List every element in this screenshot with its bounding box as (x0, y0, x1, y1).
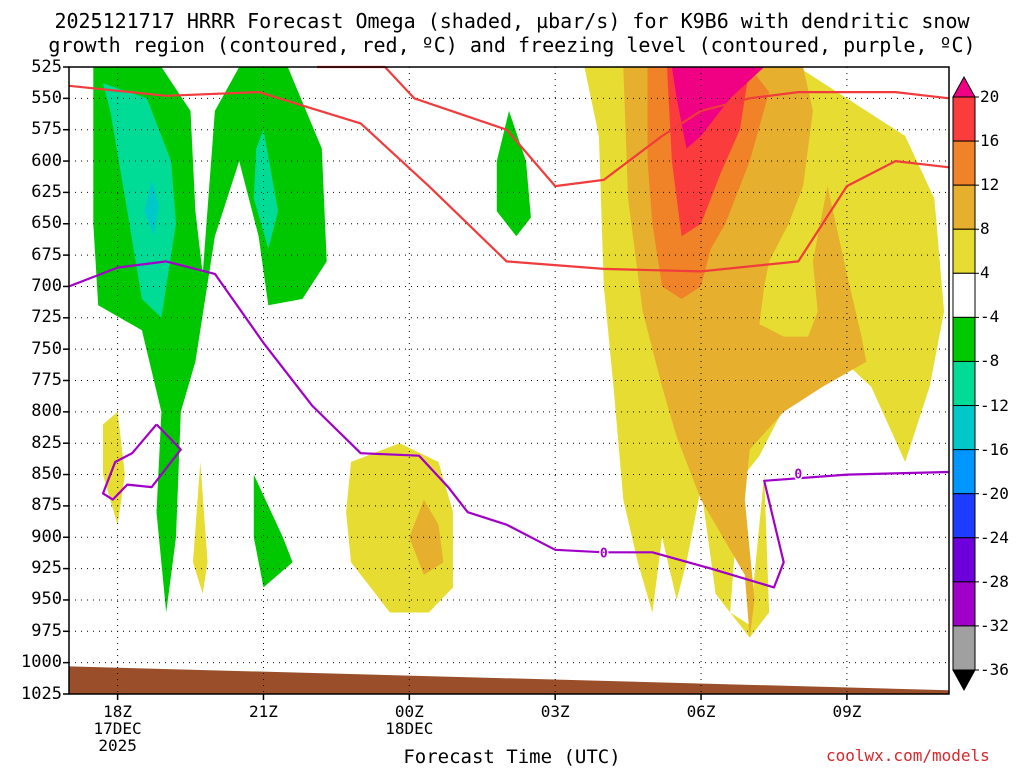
x-tick-label-line: 00Z (394, 702, 424, 721)
y-tick-label: 550 (31, 87, 62, 108)
colorbar-bin (952, 581, 976, 627)
x-tick-label: 18Z 17DEC 2025 (73, 703, 163, 754)
omega-region-7-0 (671, 67, 765, 149)
chart-title-line-2: growth region (contoured, red, ºC) and f… (48, 33, 976, 57)
colorbar-bin (952, 537, 976, 583)
y-tick-label: 725 (31, 307, 62, 328)
omega-region-3-1 (103, 411, 125, 525)
contour-10 (68, 260, 950, 589)
y-tick-label: 750 (31, 338, 62, 359)
y-tick-label: 1000 (21, 652, 62, 673)
x-tick-label: 06Z (656, 703, 746, 720)
y-tick-label: 575 (31, 119, 62, 140)
colorbar-bin (952, 316, 976, 362)
omega-region-3-2 (193, 462, 208, 594)
colorbar-bin (952, 360, 976, 407)
x-tick-label-line: 17DEC (93, 719, 142, 738)
y-tick-label: 675 (31, 244, 62, 265)
y-tick-label: 825 (31, 432, 62, 453)
freezing-level-label: 0 (600, 546, 608, 561)
colorbar-label: 16 (980, 131, 1000, 151)
colorbar-bin (952, 96, 976, 142)
source-credit: coolwx.com/models (826, 746, 990, 765)
y-tick-label: 1025 (21, 683, 62, 704)
colorbar-label: 8 (980, 219, 990, 239)
colorbar-label: -8 (980, 351, 1000, 371)
colorbar-top-tip (952, 75, 976, 98)
y-tick-label: 775 (31, 370, 62, 390)
chart-title-line-1: 2025121717 HRRR Forecast Omega (shaded, … (54, 9, 970, 33)
x-tick-label: 00Z 18DEC (364, 703, 454, 737)
y-tick-label: 900 (31, 526, 62, 547)
x-tick-label-line: 03Z (540, 702, 570, 721)
axis-ticks (63, 66, 848, 700)
contour-labels: 00 (598, 466, 803, 563)
colorbar-bottom-tip (952, 669, 976, 692)
x-tick-label-line: 09Z (832, 702, 862, 721)
y-tick-label: 650 (31, 213, 62, 234)
x-tick-label-line: 06Z (686, 702, 716, 721)
colorbar-label: -4 (980, 307, 1000, 327)
colorbar-bin (952, 449, 976, 495)
x-tick-label: 09Z (802, 703, 892, 720)
colorbar-label: -28 (980, 571, 1009, 591)
contour-11 (101, 423, 182, 501)
colorbar-bin (952, 228, 976, 274)
colorbar-label: -32 (980, 615, 1009, 635)
omega-region-0-2 (253, 474, 293, 588)
grid-lines (69, 67, 949, 694)
y-tick-label: 950 (31, 589, 62, 610)
y-tick-label: 800 (31, 401, 62, 422)
colorbar-label: -12 (980, 395, 1009, 415)
colorbar-bin (952, 405, 976, 451)
y-tick-label: 925 (31, 558, 62, 579)
colorbar-label: -16 (980, 439, 1009, 459)
colorbar-label: -24 (980, 527, 1009, 547)
y-tick-label: 975 (31, 620, 62, 641)
colorbar-bin (952, 493, 976, 539)
omega-region-2-0 (144, 179, 159, 237)
colorbar-label: 20 (980, 87, 1000, 106)
y-tick-label: 875 (31, 495, 62, 516)
colorbar-label: -20 (980, 483, 1009, 503)
omega-region-1-1 (253, 129, 279, 249)
colorbar (952, 75, 979, 692)
x-tick-label: 03Z (510, 703, 600, 720)
contour-9 (317, 65, 950, 188)
colorbar-label: 4 (980, 263, 990, 283)
x-tick-label-line: 21Z (249, 702, 278, 721)
x-tick-label-line: 18Z (103, 702, 133, 721)
y-tick-label: 625 (31, 181, 62, 202)
y-tick-label: 850 (31, 464, 62, 485)
y-tick-label: 600 (31, 150, 62, 171)
contour-lines (68, 65, 950, 589)
omega-region-1-0 (103, 83, 176, 318)
contour-8 (68, 84, 950, 273)
x-axis-label: Forecast Time (UTC) (403, 746, 621, 768)
freezing-level-label: 0 (794, 467, 802, 482)
colorbar-bin (952, 184, 976, 230)
colorbar-label: -36 (980, 660, 1009, 679)
colorbar-bin (952, 625, 976, 671)
colorbar-bin (952, 140, 976, 186)
x-tick-label-line: 18DEC (385, 719, 434, 738)
omega-shading (93, 67, 945, 638)
omega-region-0-1 (496, 110, 531, 237)
x-tick-label: 21Z (218, 703, 308, 720)
x-tick-label-line: 2025 (98, 736, 137, 755)
omega-region-4-1 (409, 499, 444, 575)
y-tick-label: 525 (31, 56, 62, 77)
ground-fill (69, 666, 949, 694)
colorbar-label: 12 (980, 175, 1000, 195)
y-tick-label: 700 (31, 275, 62, 296)
terrain (69, 666, 949, 694)
colorbar-bin (952, 272, 976, 318)
